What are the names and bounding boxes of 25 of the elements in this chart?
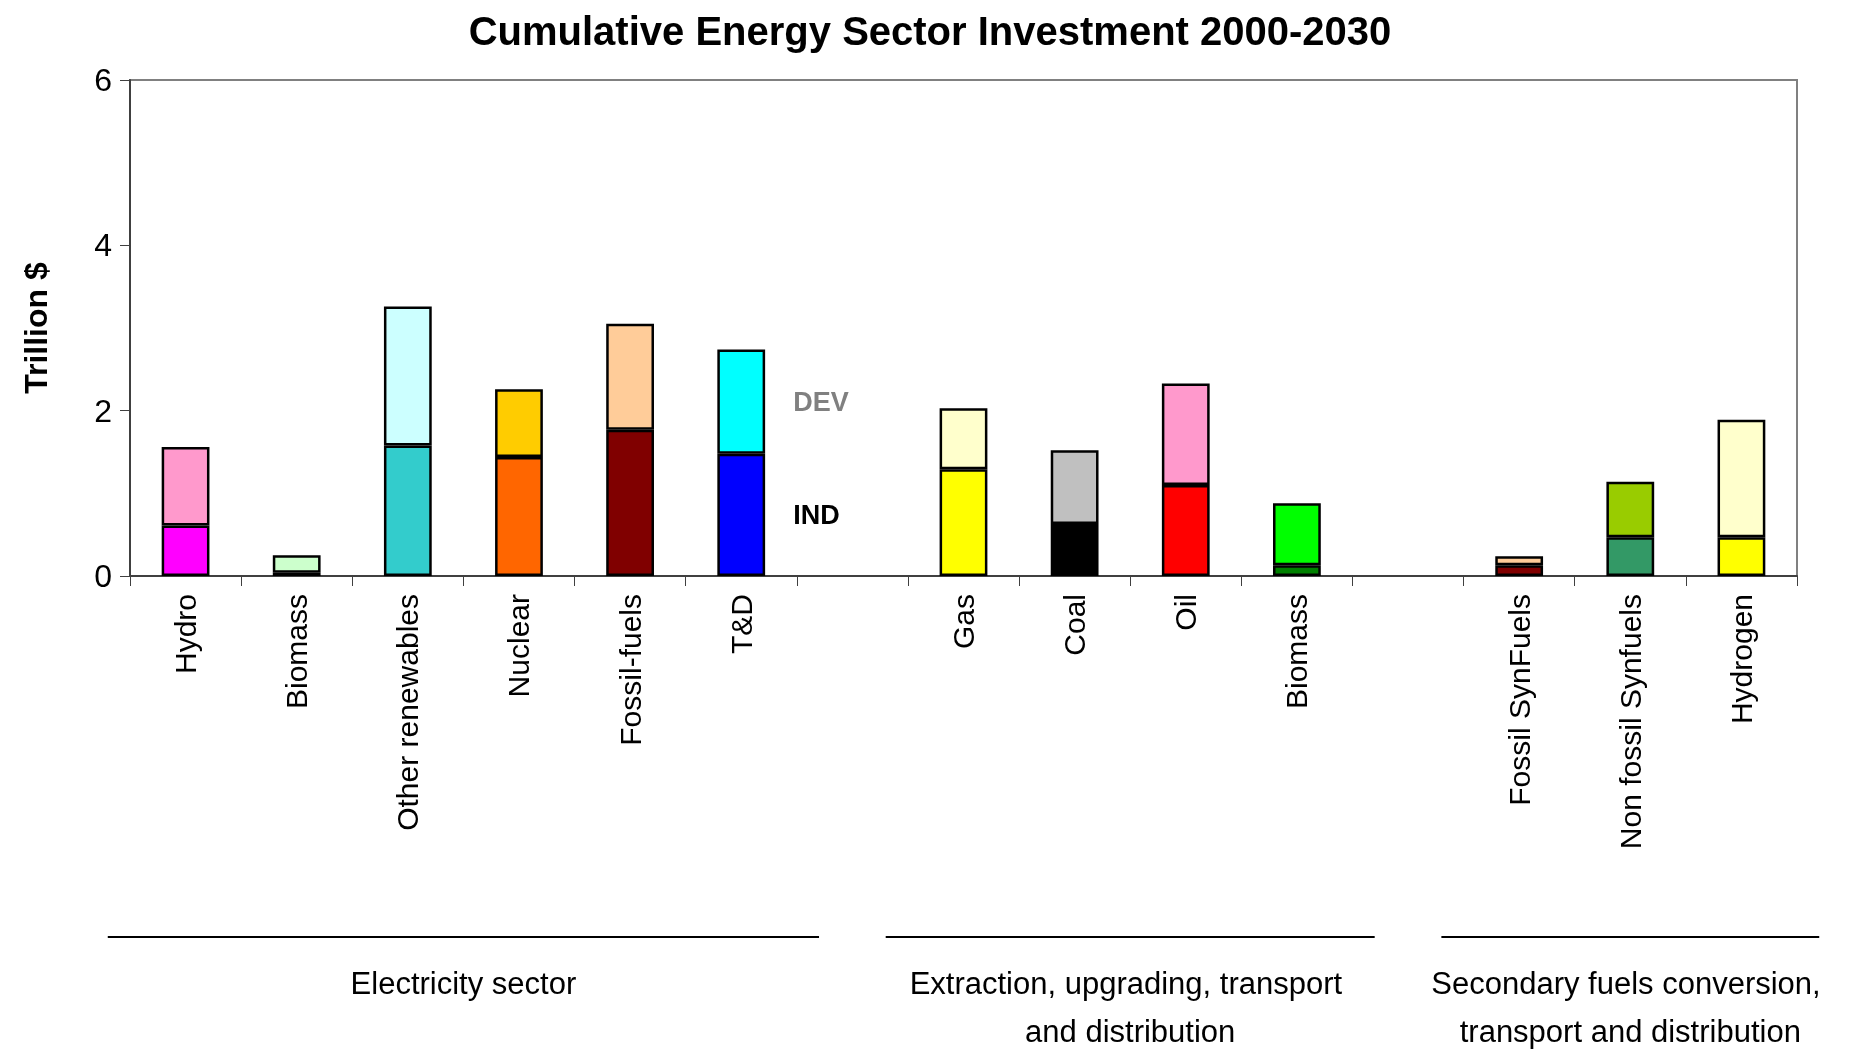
x-tick-label: Fossil-fuels [613, 594, 647, 746]
text: Electricity sector [350, 965, 577, 1001]
x-tick-label: Hydro [169, 594, 203, 675]
x-tick-label: Gas [947, 594, 980, 650]
series-label: DEV [793, 386, 849, 417]
y-tick-label: 4 [94, 227, 112, 264]
x-tick-label: Fossil SynFuels [1502, 594, 1536, 806]
y-tick-label: 0 [94, 558, 112, 594]
x-tick-label: Coal [1058, 594, 1092, 656]
x-tick-label: Hydrogen [1724, 594, 1758, 725]
x-tick-label: Nuclear [502, 593, 536, 698]
y-tick-label: 6 [94, 62, 112, 98]
text: Extraction, upgrading, transport and distribution [909, 965, 1351, 1049]
bar [272, 555, 321, 573]
x-tick-label: Non fossil Synfuels [1613, 594, 1647, 850]
chart-title: Cumulative Energy Sector Investment 2000-2030 [468, 9, 1392, 53]
x-tick-label: T&D [724, 594, 758, 654]
y-tick-label: 2 [94, 392, 112, 429]
x-tick-label: Oil [1169, 594, 1203, 631]
x-tick-label: Other renewables [391, 594, 425, 831]
x-tick-label: Biomass [1280, 594, 1314, 710]
text: Secondary fuels conversion, transport and distribution [1431, 965, 1830, 1049]
series-label: IND [793, 499, 840, 530]
x-tick-label: Biomass [280, 594, 314, 710]
y-axis-title: Trillion $ [18, 262, 54, 394]
